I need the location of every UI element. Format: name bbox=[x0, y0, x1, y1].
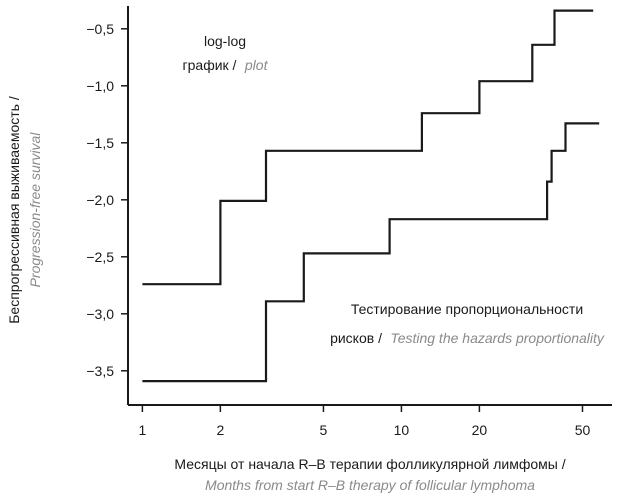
x-tick-label: 50 bbox=[575, 422, 591, 438]
y-tick-label: −1,0 bbox=[86, 78, 114, 94]
x-tick-label: 20 bbox=[472, 422, 488, 438]
x-axis-label-en: Months from start R–B therapy of follicu… bbox=[205, 477, 535, 493]
y-tick-label: −2,0 bbox=[86, 192, 114, 208]
annotation-testing-line1: Тестирование пропорциональности bbox=[351, 301, 583, 317]
annotation-loglog-line1: log-log bbox=[204, 33, 246, 49]
y-tick-label: −2,5 bbox=[86, 249, 114, 265]
annotation-loglog-en: plot bbox=[244, 57, 269, 73]
annotation-testing-en: Testing the hazards proportionality bbox=[390, 330, 605, 346]
x-axis-label-ru: Месяцы от начала R–B терапии фолликулярн… bbox=[174, 456, 565, 472]
y-tick-label: −1,5 bbox=[86, 135, 114, 151]
x-tick-label: 5 bbox=[320, 422, 328, 438]
series-layer bbox=[142, 9, 600, 383]
y-axis-ticks: −0,5 −1,0 −1,5 −2,0 −2,5 −3,0 −3,5 bbox=[86, 21, 128, 379]
x-tick-label: 1 bbox=[138, 422, 146, 438]
annotation-testing-line2: рисков / Testing the hazards proportiona… bbox=[330, 330, 605, 347]
series-2-step-line bbox=[142, 122, 600, 383]
y-tick-label: −3,5 bbox=[86, 363, 114, 379]
axes bbox=[127, 6, 612, 406]
y-tick-label: −0,5 bbox=[86, 21, 114, 37]
y-tick-label: −3,0 bbox=[86, 306, 114, 322]
series-1-step-line bbox=[142, 9, 594, 286]
x-tick-label: 2 bbox=[216, 422, 224, 438]
y-axis-label-ru: Беспрогрессивная выживаемость / bbox=[6, 96, 22, 324]
x-tick-label: 10 bbox=[394, 422, 410, 438]
y-axis-label-en: Progression-free survival bbox=[27, 132, 43, 288]
annotation-loglog-line2: график / plot bbox=[183, 57, 269, 74]
annotation-loglog-ru: график / bbox=[183, 57, 237, 73]
x-axis-ticks: 1 2 5 10 20 50 bbox=[138, 405, 590, 438]
annotation-testing-ru: рисков / bbox=[330, 330, 382, 346]
